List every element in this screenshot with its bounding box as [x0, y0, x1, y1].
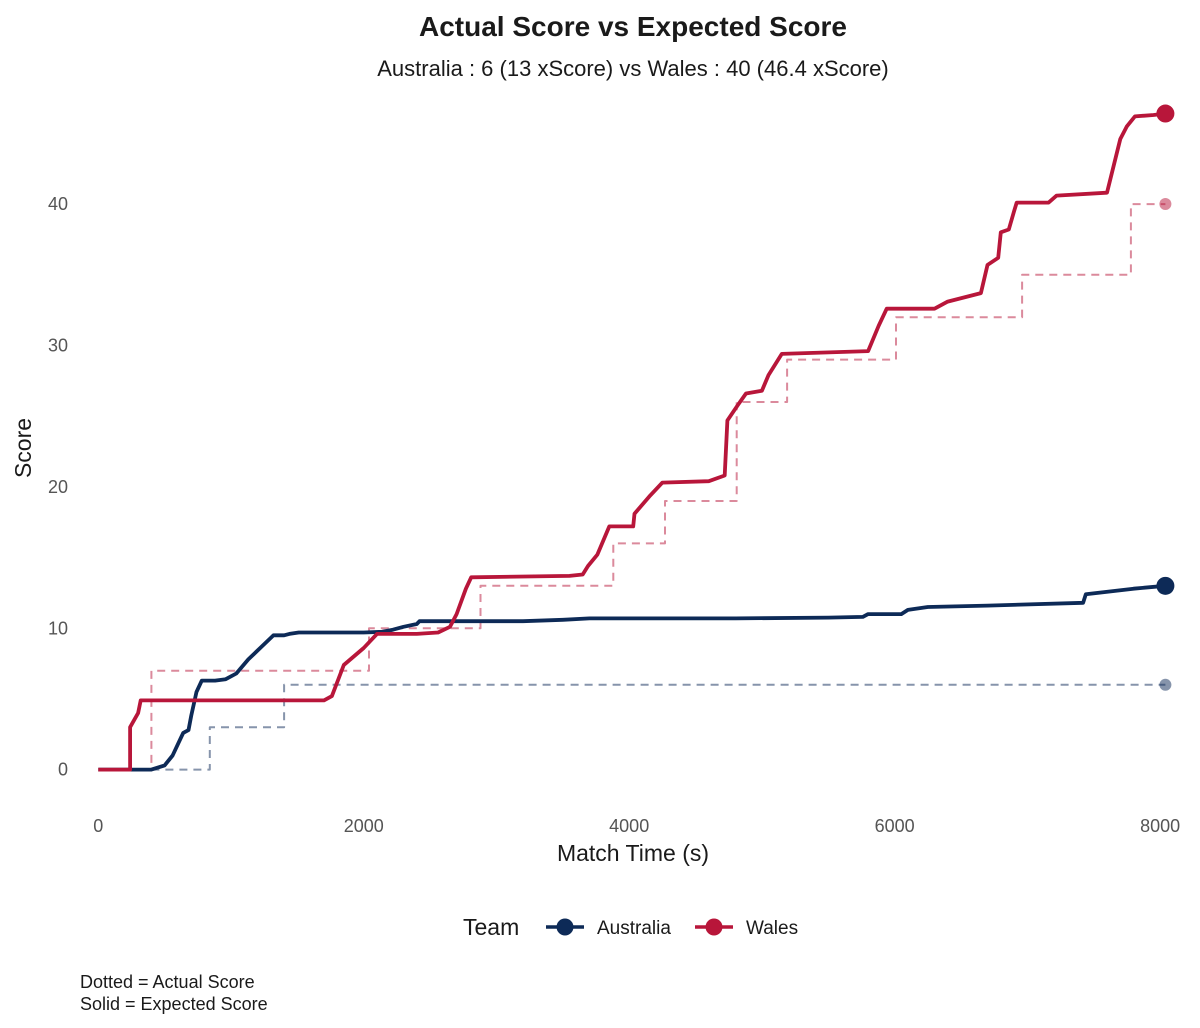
legend-key-wales — [695, 918, 733, 936]
plot-area — [98, 104, 1175, 772]
legend: Team Australia Wales — [463, 914, 798, 940]
x-tick-label: 0 — [93, 816, 103, 836]
x-tick-label: 6000 — [875, 816, 915, 836]
legend-label-wales: Wales — [746, 918, 798, 939]
wales-actual-line — [130, 203, 1166, 771]
legend-label-australia: Australia — [597, 918, 671, 939]
chart-subtitle: Australia : 6 (13 xScore) vs Wales : 40 … — [377, 56, 889, 81]
australia-expected-line — [98, 583, 1166, 772]
wales-expected-end-point — [1156, 104, 1175, 123]
y-tick-label: 40 — [48, 194, 68, 214]
y-tick-label: 0 — [58, 760, 68, 780]
legend-title: Team — [463, 914, 519, 940]
australia-actual-end-point — [1159, 678, 1172, 691]
x-tick-label: 2000 — [344, 816, 384, 836]
australia-expected-end-point — [1156, 576, 1175, 595]
wales-expected-line — [98, 111, 1166, 772]
chart-title: Actual Score vs Expected Score — [419, 11, 847, 42]
caption-line-1: Dotted = Actual Score — [80, 972, 255, 992]
legend-key-australia — [546, 918, 584, 936]
y-tick-label: 30 — [48, 335, 68, 355]
y-axis-ticks: 0 10 20 30 40 — [48, 194, 68, 780]
y-tick-label: 10 — [48, 618, 68, 638]
wales-actual-end-point — [1159, 198, 1172, 211]
x-tick-label: 4000 — [609, 816, 649, 836]
caption-line-2: Solid = Expected Score — [80, 994, 268, 1014]
x-axis-title: Match Time (s) — [557, 840, 709, 866]
x-axis-ticks: 0 2000 4000 6000 8000 — [93, 816, 1180, 836]
y-axis-title: Score — [10, 418, 36, 478]
australia-actual-line — [151, 683, 1166, 771]
y-tick-label: 20 — [48, 477, 68, 497]
x-tick-label: 8000 — [1140, 816, 1180, 836]
